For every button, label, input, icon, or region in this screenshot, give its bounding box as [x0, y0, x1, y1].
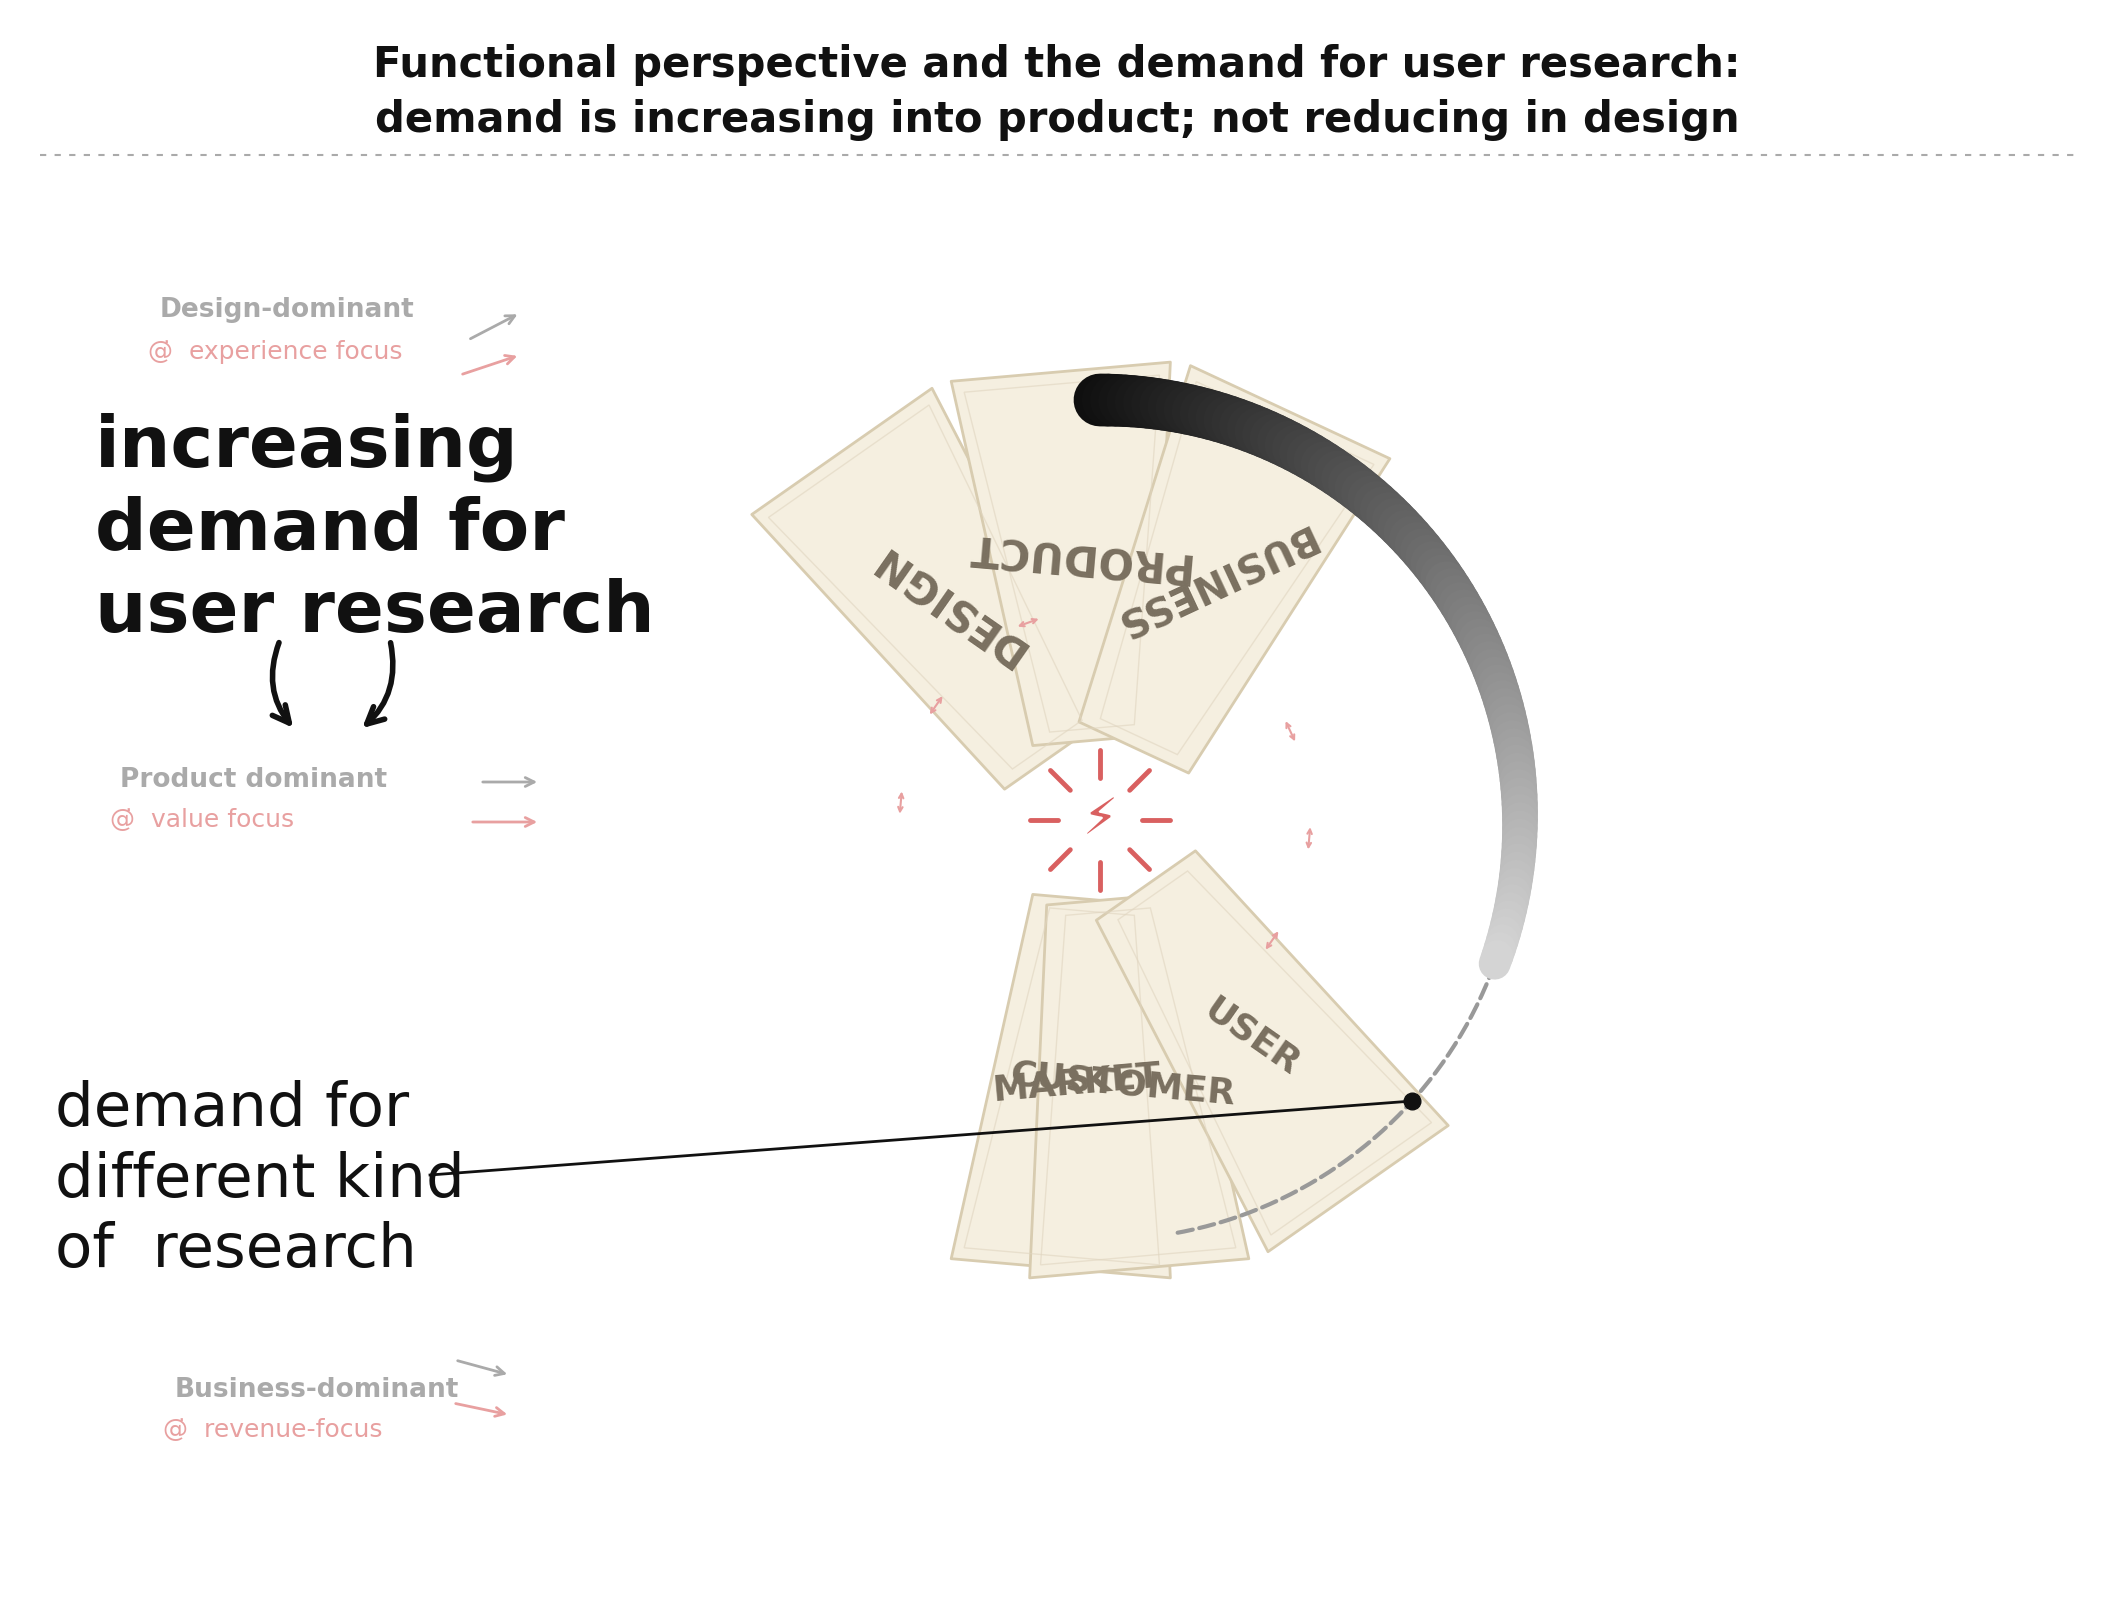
Polygon shape	[951, 362, 1171, 745]
Text: Business-dominant: Business-dominant	[175, 1376, 459, 1402]
Text: PRODUCT: PRODUCT	[962, 526, 1192, 588]
Polygon shape	[1097, 850, 1448, 1251]
Text: DESIGN: DESIGN	[863, 534, 1034, 672]
Polygon shape	[1030, 894, 1249, 1277]
Text: @̇  value focus: @̇ value focus	[110, 808, 294, 833]
Polygon shape	[1078, 365, 1389, 773]
Text: BUSINESS: BUSINESS	[1106, 516, 1319, 643]
Text: ⚡: ⚡	[1082, 795, 1118, 844]
Text: @̇  revenue-focus: @̇ revenue-focus	[163, 1419, 383, 1441]
Text: demand is increasing into product; not reducing in design: demand is increasing into product; not r…	[374, 99, 1740, 141]
Text: USER: USER	[1199, 992, 1306, 1083]
Text: demand for
different kind
of  research: demand for different kind of research	[55, 1079, 465, 1281]
Text: @̇  experience focus: @̇ experience focus	[148, 339, 402, 364]
Polygon shape	[753, 388, 1104, 789]
Text: increasing
demand for
user research: increasing demand for user research	[95, 412, 655, 648]
Text: CUSTOMER: CUSTOMER	[1008, 1057, 1237, 1110]
Text: MARKET: MARKET	[991, 1060, 1163, 1109]
Text: Functional perspective and the demand for user research:: Functional perspective and the demand fo…	[374, 44, 1740, 86]
Text: Design-dominant: Design-dominant	[161, 297, 414, 323]
Polygon shape	[951, 894, 1171, 1277]
Text: Product dominant: Product dominant	[120, 768, 387, 794]
